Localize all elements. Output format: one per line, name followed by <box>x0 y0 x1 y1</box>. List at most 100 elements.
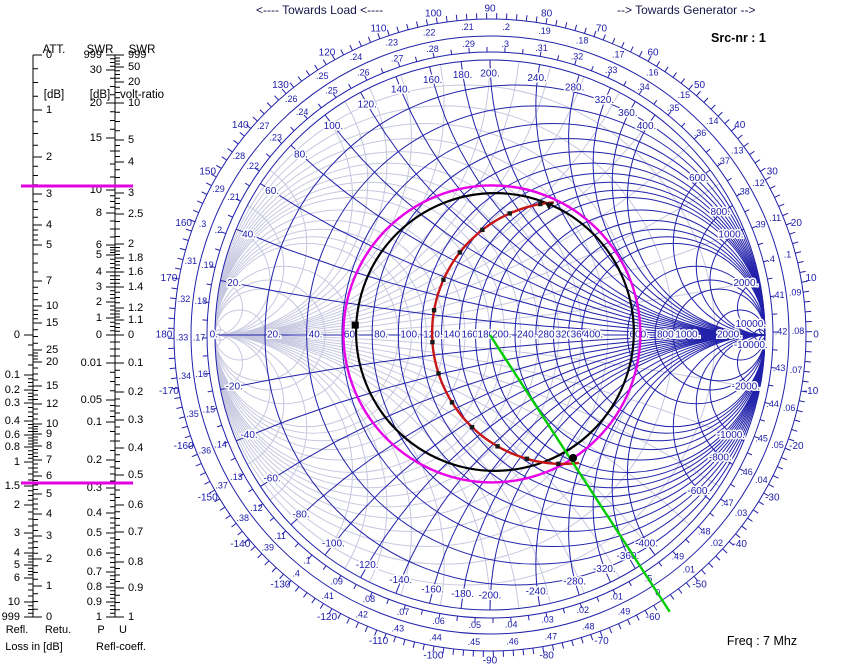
svg-text:90: 90 <box>484 4 496 15</box>
svg-text:.25: .25 <box>316 71 329 81</box>
match-path-arrowhead <box>544 202 554 210</box>
match-path-marker <box>430 339 435 345</box>
svg-text:15: 15 <box>90 132 102 144</box>
svg-text:.26: .26 <box>285 94 298 104</box>
match-path-marker <box>507 211 512 216</box>
freq-readout: Freq : 7 Mhz <box>726 634 798 648</box>
svg-text:0.6: 0.6 <box>87 547 102 559</box>
svg-text:-1000.: -1000. <box>717 430 745 441</box>
svg-text:4: 4 <box>14 547 20 559</box>
svg-text:.36: .36 <box>694 128 707 138</box>
start-marker[interactable] <box>351 321 359 329</box>
svg-text:1: 1 <box>96 312 102 324</box>
cursor-dot[interactable] <box>569 453 578 462</box>
svg-text:.04: .04 <box>505 620 518 630</box>
svg-text:.08: .08 <box>792 326 805 336</box>
svg-text:10: 10 <box>46 300 58 312</box>
svg-text:.49: .49 <box>618 607 631 617</box>
refl-footer-label: Refl. <box>5 624 29 636</box>
svg-text:-800.: -800. <box>709 452 732 463</box>
svg-text:.29: .29 <box>212 184 225 194</box>
svg-text:0.3: 0.3 <box>128 414 143 426</box>
svg-text:1: 1 <box>128 611 134 623</box>
svg-text:4: 4 <box>128 156 134 168</box>
svg-text:.25: .25 <box>325 85 338 95</box>
svg-text:10: 10 <box>46 418 58 430</box>
svg-text:.11: .11 <box>274 531 286 541</box>
svg-text:-600.: -600. <box>687 486 710 497</box>
svg-text:2: 2 <box>46 151 52 163</box>
svg-text:0.4: 0.4 <box>128 442 143 454</box>
svg-text:1: 1 <box>46 104 52 116</box>
svg-text:70: 70 <box>596 23 608 34</box>
svg-text:320.: 320. <box>595 95 614 106</box>
svg-text:7: 7 <box>46 454 52 466</box>
svg-text:1: 1 <box>14 456 20 468</box>
svg-text:.19: .19 <box>201 260 214 270</box>
svg-text:.02: .02 <box>577 605 590 615</box>
cursor-line[interactable] <box>488 334 671 613</box>
svg-text:-100.: -100. <box>322 538 345 549</box>
svg-text:5: 5 <box>46 239 52 251</box>
svg-text:10: 10 <box>128 97 140 109</box>
svg-text:20.: 20. <box>267 330 281 341</box>
u-footer-label: U <box>119 624 127 636</box>
s11-locus <box>354 192 635 472</box>
svg-text:800.: 800. <box>711 207 730 218</box>
svg-text:280.: 280. <box>565 83 584 94</box>
svg-text:.21: .21 <box>461 22 474 32</box>
svg-text:.38: .38 <box>236 513 249 523</box>
svg-text:1.4: 1.4 <box>128 281 143 293</box>
svg-text:20.: 20. <box>227 278 241 289</box>
svg-text:360.: 360. <box>571 330 590 341</box>
svg-text:.01: .01 <box>610 591 623 601</box>
svg-text:0.1: 0.1 <box>87 416 102 428</box>
match-path-marker <box>441 277 446 282</box>
svg-text:-120: -120 <box>317 612 337 623</box>
grid-value-labels: 0. 20. 40. 60. 80. 100. 120. 140.160.180.200. 24… <box>208 67 769 603</box>
svg-text:20: 20 <box>791 218 803 229</box>
svg-text:.06: .06 <box>783 403 796 413</box>
svg-text:0.: 0. <box>210 330 218 341</box>
svg-text:1.5: 1.5 <box>5 480 20 492</box>
svg-text:2: 2 <box>128 238 134 250</box>
svg-text:5: 5 <box>96 249 102 261</box>
svg-text:0.6: 0.6 <box>5 429 20 441</box>
match-path-marker <box>538 201 543 207</box>
svg-text:.18: .18 <box>195 296 208 306</box>
svg-text:.4: .4 <box>767 254 775 264</box>
svg-text:-10: -10 <box>804 386 819 397</box>
svg-text:-80.: -80. <box>292 510 309 521</box>
svg-text:.09: .09 <box>789 288 802 298</box>
svg-text:1.1: 1.1 <box>128 314 143 326</box>
svg-text:5: 5 <box>128 134 134 146</box>
svg-text:5: 5 <box>14 559 20 571</box>
svg-text:.48: .48 <box>582 621 595 631</box>
svg-text:.47: .47 <box>545 631 558 641</box>
svg-text:280.: 280. <box>538 330 557 341</box>
svg-text:8: 8 <box>46 440 52 452</box>
svg-text:-60.: -60. <box>263 473 280 484</box>
svg-text:30: 30 <box>767 167 779 178</box>
svg-text:180: 180 <box>156 330 173 341</box>
svg-text:.31: .31 <box>185 256 198 266</box>
svg-text:0.8: 0.8 <box>5 441 20 453</box>
svg-text:4: 4 <box>46 508 52 520</box>
svg-text:.1: .1 <box>303 556 311 566</box>
svg-text:.12: .12 <box>250 503 263 513</box>
match-path-marker <box>480 227 485 233</box>
svg-text:15: 15 <box>46 317 58 329</box>
svg-text:1.8: 1.8 <box>128 252 143 264</box>
svg-text:-180.: -180. <box>451 589 474 600</box>
p-footer-label: P <box>97 624 105 636</box>
svg-text:160: 160 <box>175 218 192 229</box>
svg-text:.34: .34 <box>179 371 192 381</box>
svg-text:15: 15 <box>46 380 58 392</box>
match-path <box>430 201 580 466</box>
svg-text:140: 140 <box>232 120 249 131</box>
svg-text:-320.: -320. <box>593 564 616 575</box>
svg-text:60.: 60. <box>265 186 279 197</box>
svg-text:.1: .1 <box>784 250 792 260</box>
